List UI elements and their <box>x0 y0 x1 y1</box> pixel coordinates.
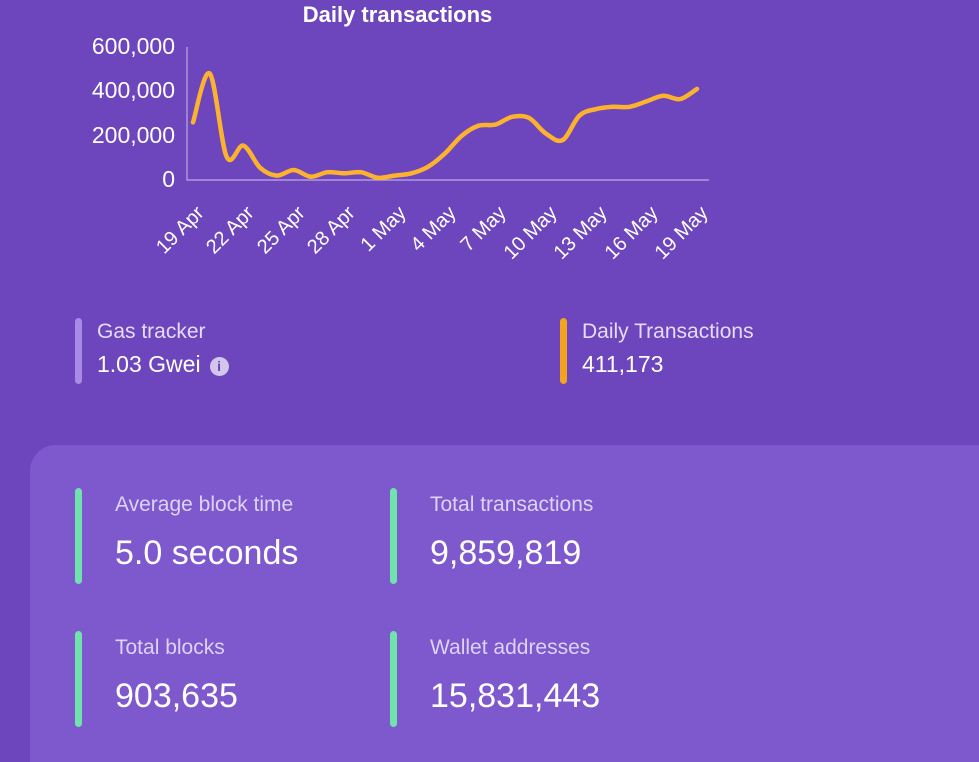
stats-grid: Average block time 5.0 seconds Total tra… <box>30 445 979 727</box>
stat-accent-bar <box>390 488 397 584</box>
stat-accent-bar <box>390 631 397 727</box>
chart-title: Daily transactions <box>302 2 493 27</box>
chart-axes <box>186 47 709 181</box>
y-axis-labels: 0 200,000 400,000 600,000 <box>45 0 175 230</box>
x-tick-label: 13 May <box>549 202 612 264</box>
gas-tracker-value-text: 1.03 Gwei <box>97 351 201 377</box>
stat-accent-bar <box>75 488 82 584</box>
y-tick-label: 200,000 <box>91 121 175 148</box>
x-tick-label: 25 Apr <box>252 202 310 259</box>
x-tick-label: 7 May <box>456 202 511 257</box>
daily-transactions-value: 411,173 <box>582 351 664 377</box>
stat-value: 5.0 seconds <box>115 534 299 572</box>
daily-transactions-kpi: Daily Transactions 411,173 <box>560 318 754 384</box>
daily-transactions-label: Daily Transactions <box>582 320 754 343</box>
stat-accent-bar <box>75 631 82 727</box>
stat-average-block-time: Average block time 5.0 seconds <box>75 488 390 584</box>
stat-value: 15,831,443 <box>430 677 601 715</box>
x-tick-label: 10 May <box>499 202 562 264</box>
x-tick-label: 22 Apr <box>202 202 259 259</box>
x-tick-label: 28 Apr <box>303 202 360 259</box>
stat-label: Average block time <box>115 493 294 516</box>
blockchain-dashboard: Daily transactions 0 200,000 400,000 600,00… <box>30 0 979 762</box>
x-tick-label: 19 May <box>650 202 713 264</box>
gas-tracker: Gas tracker 1.03 Gwei i <box>75 318 229 384</box>
stat-total-blocks: Total blocks 903,635 <box>75 631 390 727</box>
transactions-line-chart[interactable] <box>185 40 725 190</box>
gas-tracker-label: Gas tracker <box>97 320 206 343</box>
stats-card: Average block time 5.0 seconds Total tra… <box>30 445 979 762</box>
stat-total-transactions: Total transactions 9,859,819 <box>390 488 979 584</box>
stat-wallet-addresses: Wallet addresses 15,831,443 <box>390 631 979 727</box>
x-tick-label: 1 May <box>356 202 411 257</box>
stat-label: Wallet addresses <box>430 636 591 659</box>
stat-value: 9,859,819 <box>430 534 582 572</box>
chart-line <box>190 71 700 181</box>
info-icon[interactable]: i <box>209 357 229 376</box>
x-tick-label: 4 May <box>406 202 461 257</box>
stat-value: 903,635 <box>115 677 238 715</box>
daily-transactions-accent-bar <box>560 318 567 384</box>
y-tick-label: 400,000 <box>91 77 175 104</box>
gas-tracker-value: 1.03 Gwei i <box>97 351 229 378</box>
gas-tracker-accent-bar <box>75 318 82 384</box>
stat-label: Total blocks <box>115 636 225 659</box>
stat-label: Total transactions <box>430 493 594 516</box>
x-tick-label: 16 May <box>600 202 663 264</box>
y-tick-label: 600,000 <box>91 33 175 59</box>
y-tick-label: 0 <box>162 166 175 192</box>
